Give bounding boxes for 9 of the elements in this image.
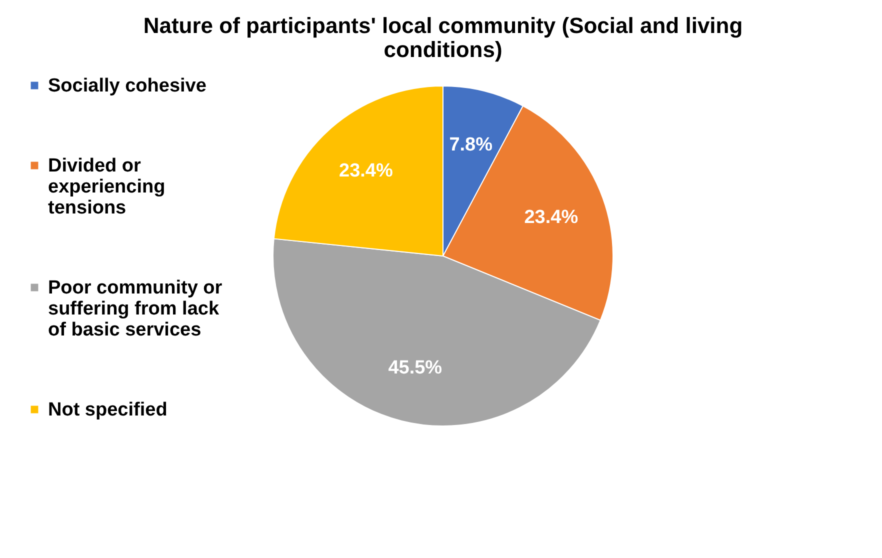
- legend-label: Not specified: [48, 400, 168, 420]
- chart-title: Nature of participants' local community (Social and living conditions): [143, 13, 743, 62]
- data-label: 7.8%: [449, 134, 493, 156]
- legend-label: Divided or experiencing tensions: [48, 156, 166, 218]
- legend-label: Poor community or suffering from lack of basic services: [48, 278, 223, 340]
- legend-label: Socially cohesive: [48, 76, 206, 96]
- data-label: 23.4%: [338, 160, 393, 182]
- data-label: 23.4%: [524, 206, 578, 228]
- data-label: 45.5%: [388, 358, 442, 379]
